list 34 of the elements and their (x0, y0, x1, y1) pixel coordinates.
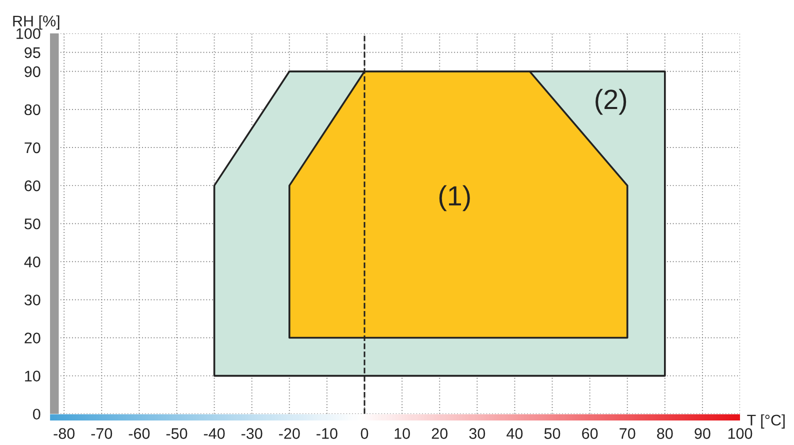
x-tick-label: -70 (91, 428, 112, 439)
x-tick-label: -20 (279, 428, 300, 439)
x-tick-label: 60 (582, 428, 598, 439)
x-axis-title: T [°C] (747, 414, 785, 429)
y-tick-label: 30 (24, 294, 40, 306)
y-tick-label: 95 (24, 47, 40, 58)
x-tick-label: -40 (204, 428, 225, 439)
series-label: (1) (439, 185, 470, 212)
y-tick-label: 10 (25, 370, 40, 382)
y-tick-label: 90 (24, 66, 40, 78)
x-tick-label: 90 (694, 428, 710, 439)
y-tick-label: 0 (33, 408, 40, 420)
y-tick-label: 100 (16, 28, 40, 40)
x-tick-label: 10 (394, 428, 410, 439)
x-tick-label: 100 (728, 428, 752, 439)
x-tick-label: -50 (166, 428, 188, 439)
x-tick-label: 70 (620, 428, 636, 439)
x-tick-label: 50 (544, 428, 560, 439)
y-tick-label: 50 (24, 218, 40, 230)
x-tick-label: 0 (360, 428, 368, 439)
x-tick-label: -10 (316, 428, 338, 439)
y-tick-label: 60 (24, 180, 40, 192)
x-tick-label: -60 (128, 428, 150, 439)
y-tick-label: 80 (24, 104, 40, 116)
y-tick-label: 70 (24, 142, 40, 154)
y-tick-label: 40 (24, 256, 40, 268)
x-tick-label: 40 (506, 428, 523, 439)
x-tick-label: -80 (54, 428, 75, 439)
x-tick-label: 30 (469, 428, 486, 439)
x-tick-label: 80 (657, 428, 673, 439)
x-tick-label: 20 (432, 428, 448, 439)
x-tick-label: -30 (241, 428, 262, 439)
y-tick-label: 20 (24, 332, 40, 344)
series-label: (2) (596, 88, 626, 115)
